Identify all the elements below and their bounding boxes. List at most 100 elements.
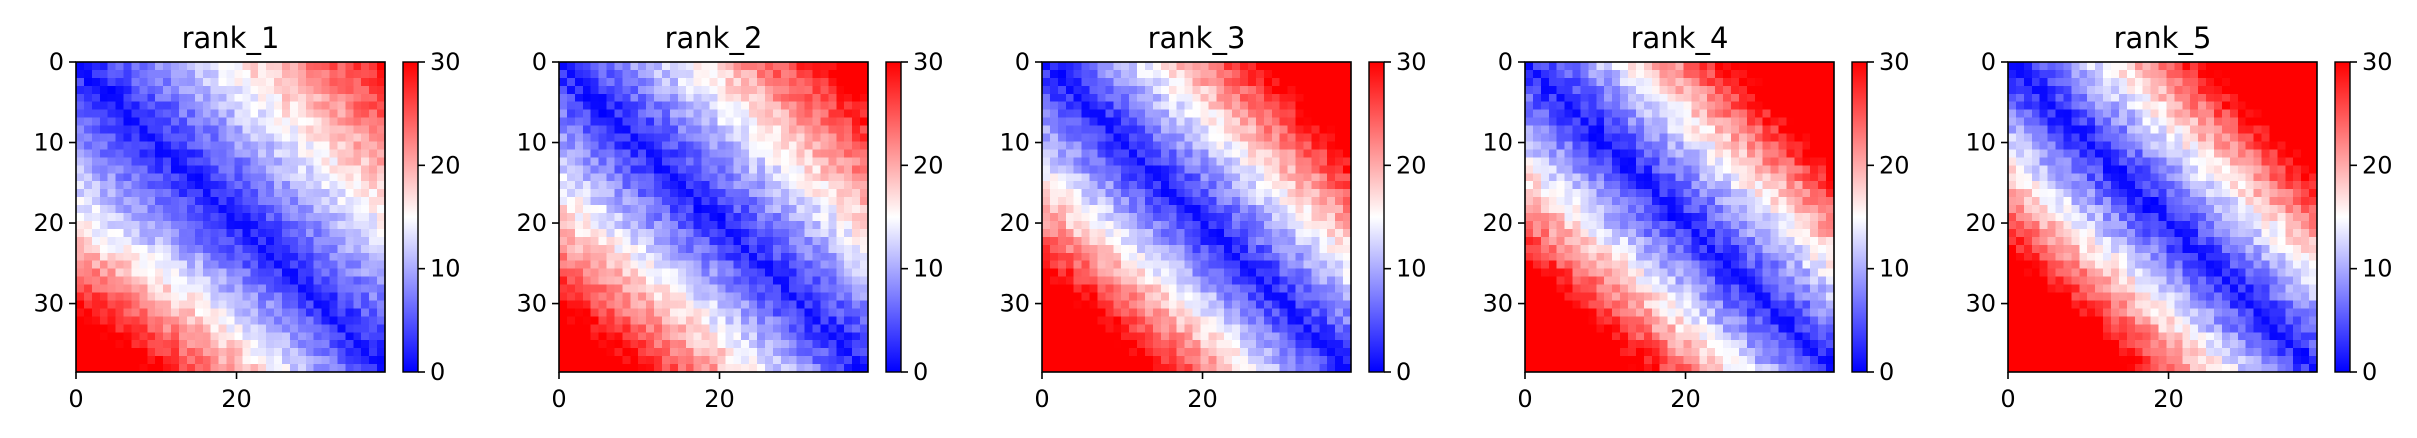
heatmap-cell [337,133,346,143]
heatmap-cell [765,316,774,325]
heatmap-cell [638,244,647,254]
heatmap-cell [1232,220,1241,230]
heatmap-cell [1327,308,1336,317]
heatmap-cell [701,332,711,341]
heatmap-cell [1723,125,1732,135]
heatmap-cell [1113,220,1122,230]
heatmap-cell [844,205,853,214]
heatmap-cell [1129,213,1138,222]
heatmap-cell [1200,149,1209,158]
heatmap-cell [598,213,608,222]
heatmap-cell [1073,125,1083,135]
heatmap-cell [685,77,695,87]
heatmap-cell [1343,189,1352,198]
heatmap-cell [780,292,790,302]
heatmap-cell [1271,332,1281,341]
heatmap-cell [226,324,236,333]
heatmap-cell [83,356,93,365]
heatmap-cell [1097,244,1106,254]
heatmap-cell [115,340,125,349]
heatmap-cell [590,276,600,286]
heatmap-cell [598,324,608,333]
heatmap-cell [860,220,869,230]
heatmap-cell [796,268,806,278]
heatmap-cell [242,332,251,341]
heatmap-cell [266,220,275,230]
heatmap-cell [812,324,822,333]
heatmap-cell [1319,77,1328,87]
heatmap-cell [749,69,758,79]
heatmap-cell [321,157,331,166]
heatmap-cell [1319,260,1328,270]
heatmap-cell [91,93,101,103]
heatmap-cell [297,173,307,182]
heatmap-cell [1145,85,1154,95]
heatmap-cell [297,117,307,127]
heatmap-cell [186,197,196,206]
heatmap-cell [765,260,774,270]
heatmap-cell [1152,133,1162,143]
heatmap-cell [250,157,259,166]
heatmap-cell [1770,62,1780,71]
heatmap-cell [1279,77,1289,87]
heatmap-cell [1184,268,1194,278]
heatmap-cell [266,252,275,262]
heatmap-cell [345,165,354,174]
heatmap-cell [1049,308,1059,317]
heatmap-cell [765,252,774,262]
heatmap-cell [646,117,655,127]
heatmap-cell [614,364,623,373]
heatmap-cell [1311,348,1320,357]
heatmap-cell [693,93,703,103]
heatmap-cell [107,109,117,119]
heatmap-cell [361,157,370,166]
heatmap-cell [606,236,616,246]
heatmap-cell [1248,220,1257,230]
heatmap-cell [574,252,584,262]
heatmap-cell [250,181,259,190]
heatmap-cell [345,340,354,349]
heatmap-cell [1255,220,1265,230]
heatmap-cell [622,324,631,333]
heatmap-cell [662,197,671,206]
heatmap-cell [701,149,711,158]
heatmap-cell [1129,308,1138,317]
heatmap-cell [677,332,687,341]
heatmap-cell [377,93,386,103]
heatmap-cell [804,93,814,103]
heatmap-cell [377,220,386,230]
heatmap-cell [163,340,172,349]
heatmap-cell [765,356,774,365]
heatmap-cell [202,93,212,103]
heatmap-cell [1097,316,1106,325]
heatmap-cell [1129,205,1138,214]
heatmap-cell [630,260,639,270]
heatmap-cell [1208,213,1217,222]
heatmap-cell [1089,93,1099,103]
heatmap-cell [1200,260,1209,270]
heatmap-cell [210,77,220,87]
heatmap-cell [780,181,790,190]
heatmap-cell [83,77,93,87]
heatmap-cell [693,101,703,111]
heatmap-cell [828,77,837,87]
heatmap-cell [646,77,655,87]
heatmap-cell [1152,332,1162,341]
heatmap-cell [590,189,600,198]
heatmap-cell [1184,149,1194,158]
heatmap-cell [282,141,291,151]
heatmap-cell [202,244,212,254]
heatmap-cell [638,300,647,310]
heatmap-cell [1105,268,1114,278]
heatmap-cell [654,197,663,206]
heatmap-cell [1596,101,1605,111]
heatmap-cell [345,276,354,286]
heatmap-cell [1042,220,1051,230]
heatmap-cell [693,149,703,158]
heatmap-cell [804,205,814,214]
heatmap-cell [1145,236,1154,246]
heatmap-cell [1786,101,1795,111]
heatmap-cell [83,173,93,182]
heatmap-cell [1152,69,1162,79]
